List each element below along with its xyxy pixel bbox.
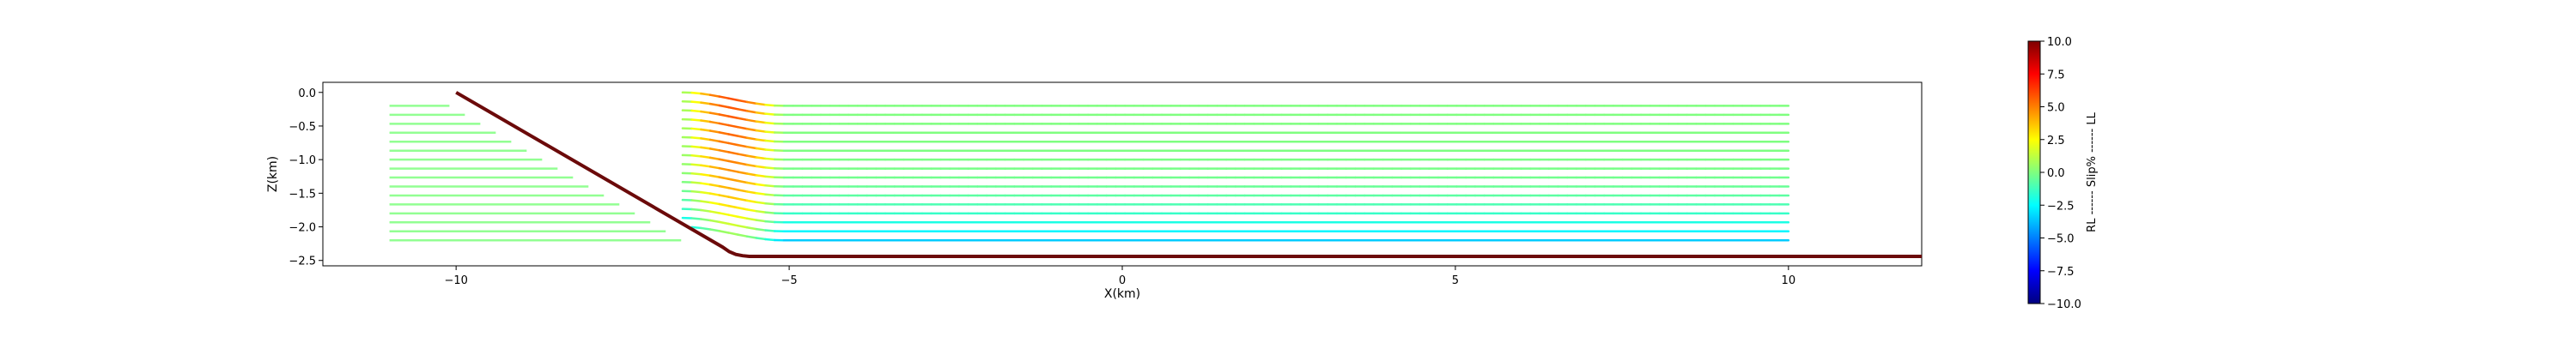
y-tick-label: −2.5 <box>289 256 316 268</box>
x-axis-ticks: −10 −5 0 5 10 <box>444 266 1795 287</box>
plot-area: −10 −5 0 5 10 0.0−0.5−1.0−1.5−2.0−2.5 X(km) … <box>266 82 1922 301</box>
x-tick-label: 5 <box>1452 274 1459 287</box>
x-axis-label: X(km) <box>1104 287 1140 301</box>
y-axis-label: Z(km) <box>266 156 280 192</box>
y-tick-label: 0.0 <box>298 87 316 100</box>
colorbar-bar <box>2028 41 2040 304</box>
colorbar-tick-label: −2.5 <box>2047 200 2075 213</box>
y-tick-label: −1.0 <box>289 154 316 167</box>
colorbar-tick-label: 0.0 <box>2047 167 2065 180</box>
colorbar-tick-label: 2.5 <box>2047 135 2065 147</box>
colorbar-ticks: 10.0 7.5 5.0 2.5 0.0 −2.5 −5.0 −7.5 −10.0 <box>2040 36 2081 311</box>
x-tick-label: −10 <box>444 274 467 287</box>
x-tick-label: −5 <box>781 274 797 287</box>
y-tick-label: −0.5 <box>289 121 316 134</box>
colorbar-tick-label: 7.5 <box>2047 69 2065 81</box>
x-tick-label: 0 <box>1119 274 1126 287</box>
y-tick-label: −2.0 <box>289 222 316 235</box>
colorbar: 10.0 7.5 5.0 2.5 0.0 −2.5 −5.0 −7.5 −10.0 RL ---… <box>2028 36 2099 311</box>
colorbar-tick-label: 10.0 <box>2047 36 2072 49</box>
x-tick-label: 10 <box>1782 274 1796 287</box>
y-axis-ticks: 0.0 −0.5 −1.0 −1.5 −2.0 −2.5 <box>289 87 323 268</box>
colorbar-tick-label: −7.5 <box>2047 266 2075 279</box>
plot-frame <box>323 82 1922 266</box>
y-tick-label: −1.5 <box>289 188 316 201</box>
colorbar-label: RL ------ Slip% ------ LL <box>2086 111 2099 232</box>
colorbar-tick-label: −10.0 <box>2047 298 2081 311</box>
colorbar-tick-label: −5.0 <box>2047 233 2075 246</box>
colorbar-tick-label: 5.0 <box>2047 102 2065 115</box>
